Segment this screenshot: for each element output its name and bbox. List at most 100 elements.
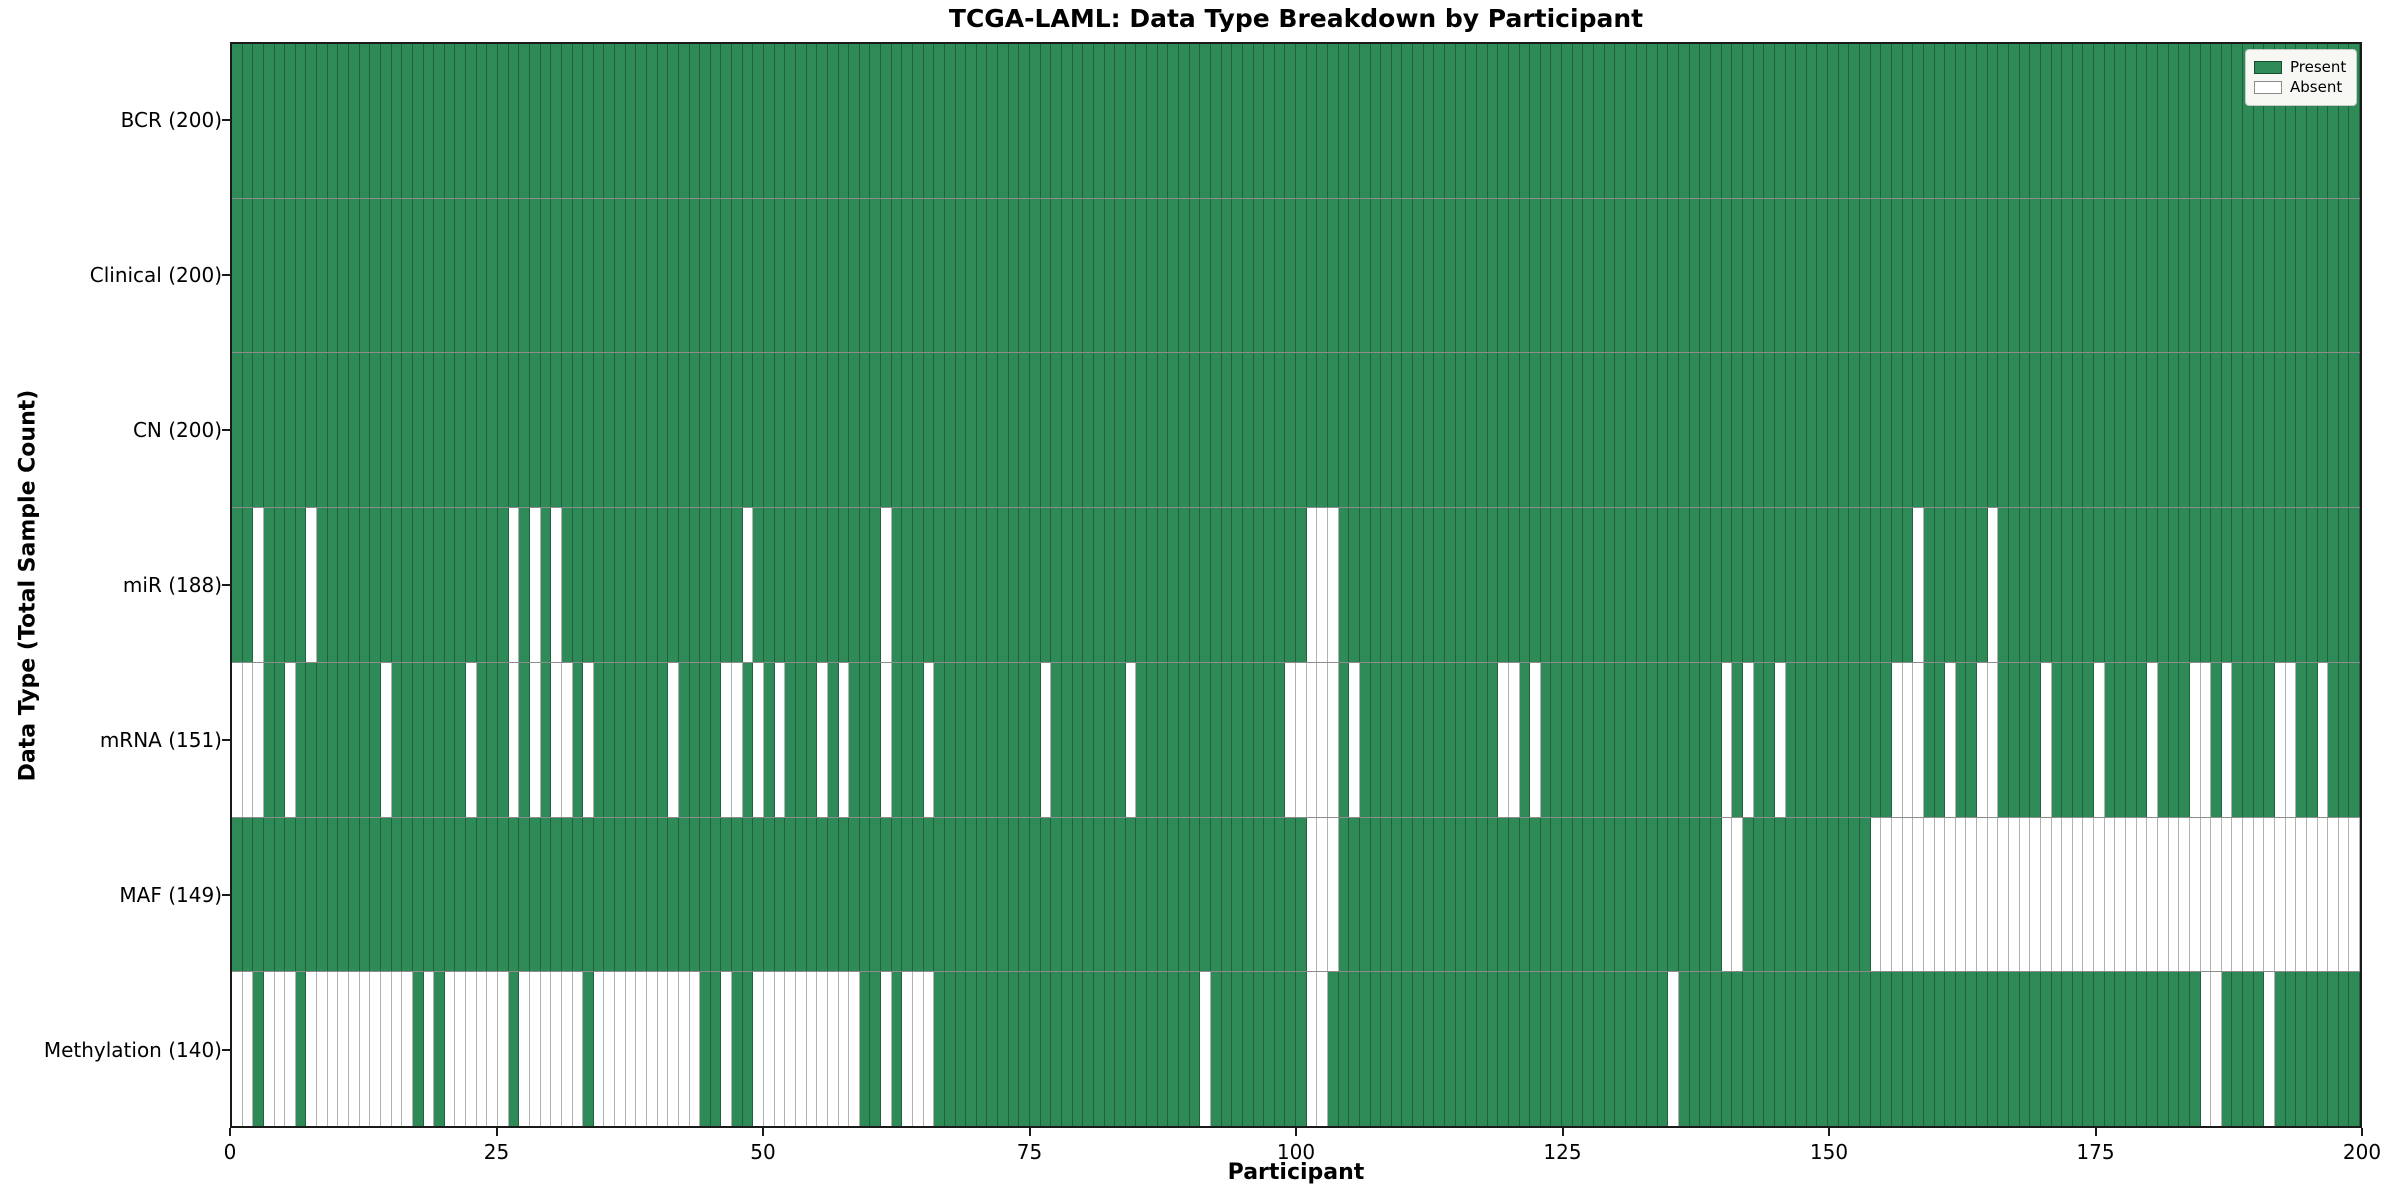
cell xyxy=(764,817,775,972)
cell xyxy=(721,44,733,198)
cell xyxy=(891,972,903,1127)
cell xyxy=(817,353,828,508)
cell xyxy=(764,508,775,662)
cell xyxy=(1721,198,1733,353)
cell xyxy=(646,662,658,817)
cell xyxy=(806,662,818,817)
cell xyxy=(1945,972,1956,1127)
cell xyxy=(2253,198,2265,353)
cell xyxy=(338,44,350,198)
cell xyxy=(253,198,264,353)
cell xyxy=(1774,353,1786,508)
cell xyxy=(689,508,701,662)
y-tick-mark xyxy=(222,1049,230,1052)
cell xyxy=(253,817,264,972)
cell xyxy=(444,508,456,662)
cell xyxy=(1306,44,1318,198)
cell xyxy=(434,44,445,198)
cell xyxy=(1136,353,1148,508)
cell xyxy=(1934,508,1946,662)
cell xyxy=(2051,508,2063,662)
cell xyxy=(1742,198,1754,353)
cell xyxy=(668,44,679,198)
cell xyxy=(1923,198,1935,353)
cell xyxy=(1423,972,1435,1127)
cell xyxy=(2094,44,2105,198)
cell xyxy=(2211,508,2222,662)
cell xyxy=(615,972,626,1127)
cell xyxy=(370,44,381,198)
cell xyxy=(1934,44,1946,198)
cell xyxy=(849,508,860,662)
cell xyxy=(1083,972,1094,1127)
cell xyxy=(402,353,413,508)
cell xyxy=(2104,972,2116,1127)
cell xyxy=(1923,662,1935,817)
cell xyxy=(1040,662,1052,817)
cell xyxy=(2306,198,2318,353)
cell xyxy=(274,198,286,353)
cell xyxy=(412,198,424,353)
cell xyxy=(966,353,977,508)
cell xyxy=(593,198,605,353)
cell xyxy=(1711,198,1722,353)
cell xyxy=(1136,817,1148,972)
cell xyxy=(1572,353,1584,508)
cell xyxy=(349,662,360,817)
cell xyxy=(1008,508,1020,662)
cell xyxy=(1519,44,1531,198)
cell xyxy=(1476,353,1488,508)
cell xyxy=(1349,508,1360,662)
cell xyxy=(2211,662,2222,817)
cell xyxy=(646,44,658,198)
cell xyxy=(1125,972,1137,1127)
cell xyxy=(2285,198,2297,353)
cell xyxy=(359,44,371,198)
cell xyxy=(2306,972,2318,1127)
cell xyxy=(1147,44,1158,198)
cell xyxy=(891,44,903,198)
cell xyxy=(678,972,690,1127)
cell xyxy=(1210,662,1222,817)
cell xyxy=(1487,972,1499,1127)
cell xyxy=(1774,817,1786,972)
cell xyxy=(870,972,882,1127)
cell xyxy=(1445,508,1456,662)
cell xyxy=(1104,353,1116,508)
cell xyxy=(742,353,754,508)
cell xyxy=(1732,662,1743,817)
cell xyxy=(2275,44,2286,198)
cell xyxy=(1849,817,1861,972)
cell xyxy=(934,353,945,508)
cell xyxy=(1125,662,1137,817)
cell xyxy=(923,972,935,1127)
cell xyxy=(1572,508,1584,662)
cell xyxy=(508,817,520,972)
cell xyxy=(838,198,850,353)
cell xyxy=(625,662,637,817)
cell xyxy=(370,972,381,1127)
cell xyxy=(913,198,924,353)
cell xyxy=(1562,972,1573,1127)
cell xyxy=(2168,972,2180,1127)
heatmap-row-mrna xyxy=(232,662,2361,818)
cell xyxy=(1742,972,1754,1127)
cell xyxy=(593,972,605,1127)
cell xyxy=(870,508,882,662)
cell xyxy=(2232,353,2244,508)
cell xyxy=(2296,198,2307,353)
cell xyxy=(551,972,562,1127)
cell xyxy=(1764,662,1775,817)
cell xyxy=(1466,972,1477,1127)
cell xyxy=(285,817,296,972)
cell xyxy=(1732,508,1743,662)
cell xyxy=(253,972,264,1127)
cell xyxy=(2040,972,2052,1127)
cell xyxy=(380,662,392,817)
cell xyxy=(2253,817,2265,972)
heatmap-row-cn xyxy=(232,353,2361,509)
cell xyxy=(1285,353,1297,508)
cell xyxy=(976,353,988,508)
cell xyxy=(540,972,552,1127)
cell xyxy=(1540,44,1552,198)
